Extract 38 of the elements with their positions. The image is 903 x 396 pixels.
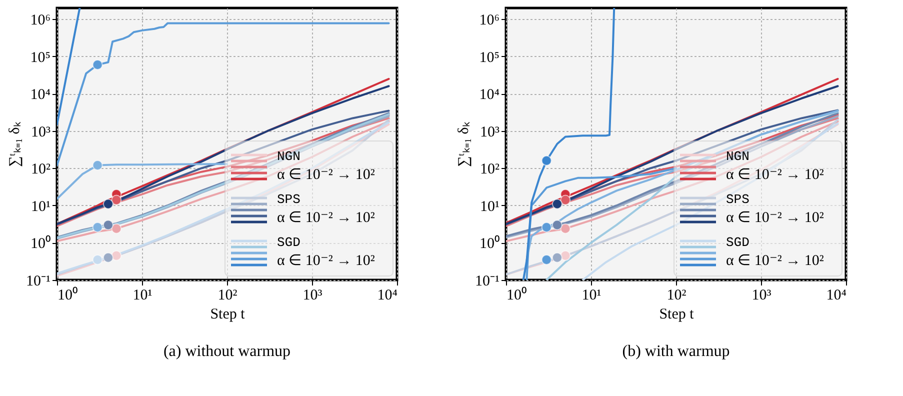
legend-label: SPS α ∈ 10⁻² → 10²: [726, 192, 824, 226]
text: (b) with warmup: [622, 343, 730, 360]
x-tick-label: 10⁰: [58, 286, 78, 304]
y-tick-label: 10²: [31, 162, 51, 178]
x-tick-label: 10⁰: [506, 286, 526, 304]
y-tick-label: 10²: [480, 162, 500, 178]
x-tick-label: 10⁴: [826, 288, 846, 304]
legend-label: SGD α ∈ 10⁻² → 10²: [277, 235, 376, 269]
y-axis-title: ∑ᵗₖ₌₁ δₖ: [456, 121, 472, 167]
x-axis-title: Step t: [659, 306, 695, 322]
y-tick-label: 10¹: [31, 198, 50, 215]
y-tick-label: 10⁰: [480, 235, 500, 252]
y-tick-label: 10³: [480, 124, 500, 140]
x-tick-label: 10⁴: [377, 288, 398, 304]
x-tick-label: 10²: [666, 288, 687, 304]
y-tick-label: 10⁰: [30, 235, 50, 252]
legend-label: SPS α ∈ 10⁻² → 10²: [277, 192, 376, 226]
x-tick-label: 10¹: [582, 288, 602, 304]
y-axis-title: ∑ᵗₖ₌₁ δₖ: [7, 121, 24, 167]
y-tick-label: 10¹: [480, 198, 500, 215]
y-tick-label: 10⁴: [30, 87, 50, 104]
x-tick-label: 10²: [218, 288, 238, 304]
x-tick-label: 10¹: [132, 288, 152, 304]
y-tick-label: 10⁵: [30, 50, 50, 66]
legend-label: NGN α ∈ 10⁻² → 10²: [726, 149, 824, 183]
y-tick-label: 10⁶: [479, 12, 500, 29]
text: (a) without warmup: [163, 343, 291, 360]
y-tick-label: 10⁵: [479, 50, 500, 66]
legend-label: NGN α ∈ 10⁻² → 10²: [277, 149, 376, 183]
y-tick-label: 10³: [31, 124, 51, 140]
legend-label: SGD α ∈ 10⁻² → 10²: [726, 235, 824, 269]
y-tick-label: 10⁴: [479, 87, 500, 104]
x-tick-label: 10³: [302, 288, 323, 304]
y-tick-label: 10⁻¹: [475, 274, 500, 290]
y-tick-label: 10⁶: [30, 12, 50, 29]
x-axis-title: Step t: [210, 306, 246, 322]
x-tick-label: 10³: [752, 288, 772, 304]
y-tick-label: 10⁻¹: [26, 274, 50, 290]
